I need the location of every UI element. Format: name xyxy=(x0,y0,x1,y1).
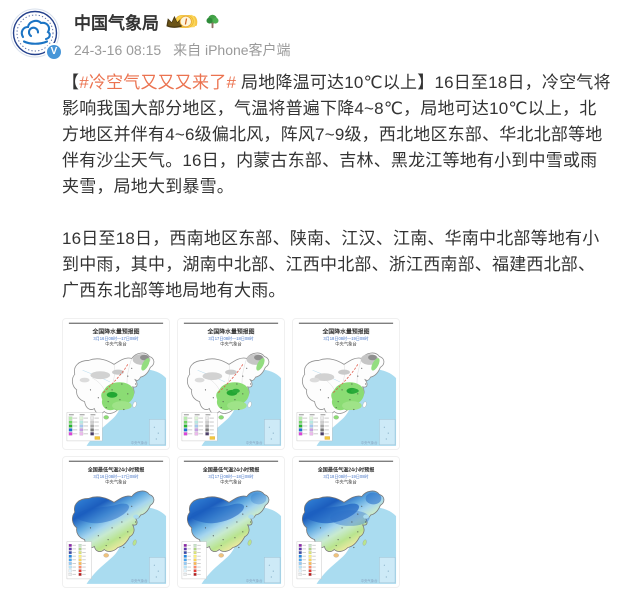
svg-text:3月17日08时—18日08时: 3月17日08时—18日08时 xyxy=(208,335,253,341)
source-link[interactable]: iPhone客户端 xyxy=(204,42,291,58)
svg-text:中央气象台: 中央气象台 xyxy=(131,440,148,445)
svg-text:3月16日08时—17日08时: 3月16日08时—17日08时 xyxy=(93,335,138,341)
svg-text:全国最低气温24小时预报: 全国最低气温24小时预报 xyxy=(317,466,376,473)
svg-text:3月18日08时—19日08时: 3月18日08时—19日08时 xyxy=(323,473,368,479)
image-grid: 全国降水量预报图 3月16日08时—17日08时 中央气象台 中央气象台 全国降… xyxy=(62,318,614,588)
source-prefix: 来自 xyxy=(173,42,202,58)
svg-text:中央气象台: 中央气象台 xyxy=(105,479,126,486)
post-body: 【#冷空气又又又来了# 局地降温可达10℃以上】16日至18日，冷空气将影响我国… xyxy=(62,70,612,304)
paragraph-1-text: 局地降温可达10℃以上】16日至18日，冷空气将影响我国大部分地区，气温将普遍下… xyxy=(62,73,611,196)
post-header: V 中国气象局 I xyxy=(0,0,628,61)
svg-text:中央气象台: 中央气象台 xyxy=(105,341,126,348)
svg-text:中央气象台: 中央气象台 xyxy=(220,341,241,348)
precipitation-map-thumbnail[interactable]: 全国降水量预报图 3月17日08时—18日08时 中央气象台 中央气象台 xyxy=(177,318,285,450)
svg-text:全国最低气温24小时预报: 全国最低气温24小时预报 xyxy=(202,466,261,473)
svg-text:中央气象台: 中央气象台 xyxy=(131,578,148,583)
avatar[interactable]: V xyxy=(10,8,63,61)
svg-text:3月18日08时—19日08时: 3月18日08时—19日08时 xyxy=(323,335,368,341)
header-text: 中国气象局 I xyxy=(74,8,291,60)
crown-membership-badge-icon: I xyxy=(165,14,199,29)
post-paragraph-1: 【#冷空气又又又来了# 局地降温可达10℃以上】16日至18日，冷空气将影响我国… xyxy=(62,70,612,200)
precipitation-map-thumbnail[interactable]: 全国降水量预报图 3月18日08时—19日08时 中央气象台 中央气象台 xyxy=(292,318,400,450)
timestamp: 24-3-16 08:15 xyxy=(74,42,162,58)
svg-text:全国最低气温24小时预报: 全国最低气温24小时预报 xyxy=(87,466,146,473)
svg-text:中央气象台: 中央气象台 xyxy=(361,440,378,445)
svg-text:中央气象台: 中央气象台 xyxy=(220,479,241,486)
svg-text:中央气象台: 中央气象台 xyxy=(246,578,263,583)
svg-text:3月16日08时—17日08时: 3月16日08时—17日08时 xyxy=(93,473,138,479)
svg-text:I: I xyxy=(185,16,188,26)
svg-text:全国降水量预报图: 全国降水量预报图 xyxy=(91,327,139,335)
post-paragraph-2: 16日至18日，西南地区东部、陕南、江汉、江南、华南中北部等地有小到中雨，其中，… xyxy=(62,229,600,300)
svg-text:中央气象台: 中央气象台 xyxy=(335,341,356,348)
tree-emoji-icon xyxy=(205,14,220,29)
post-meta: 24-3-16 08:15 来自 iPhone客户端 xyxy=(74,40,291,60)
precipitation-map-thumbnail[interactable]: 全国降水量预报图 3月16日08时—17日08时 中央气象台 中央气象台 xyxy=(62,318,170,450)
username[interactable]: 中国气象局 xyxy=(74,13,159,33)
min-temperature-map-thumbnail[interactable]: 全国最低气温24小时预报 3月17日08时—18日08时 中央气象台 中央气象台 xyxy=(177,456,285,588)
verified-badge-icon: V xyxy=(45,43,63,61)
svg-text:全国降水量预报图: 全国降水量预报图 xyxy=(206,327,254,335)
svg-text:全国降水量预报图: 全国降水量预报图 xyxy=(321,327,369,335)
svg-text:3月17日08时—18日08时: 3月17日08时—18日08时 xyxy=(208,473,253,479)
min-temperature-map-thumbnail[interactable]: 全国最低气温24小时预报 3月18日08时—19日08时 中央气象台 中央气象台 xyxy=(292,456,400,588)
svg-text:中央气象台: 中央气象台 xyxy=(246,440,263,445)
min-temperature-map-thumbnail[interactable]: 全国最低气温24小时预报 3月16日08时—17日08时 中央气象台 中央气象台 xyxy=(62,456,170,588)
svg-text:中央气象台: 中央气象台 xyxy=(361,578,378,583)
bracket-open: 【 xyxy=(62,73,80,92)
svg-text:中央气象台: 中央气象台 xyxy=(335,479,356,486)
hashtag-link[interactable]: #冷空气又又又来了# xyxy=(79,73,237,92)
